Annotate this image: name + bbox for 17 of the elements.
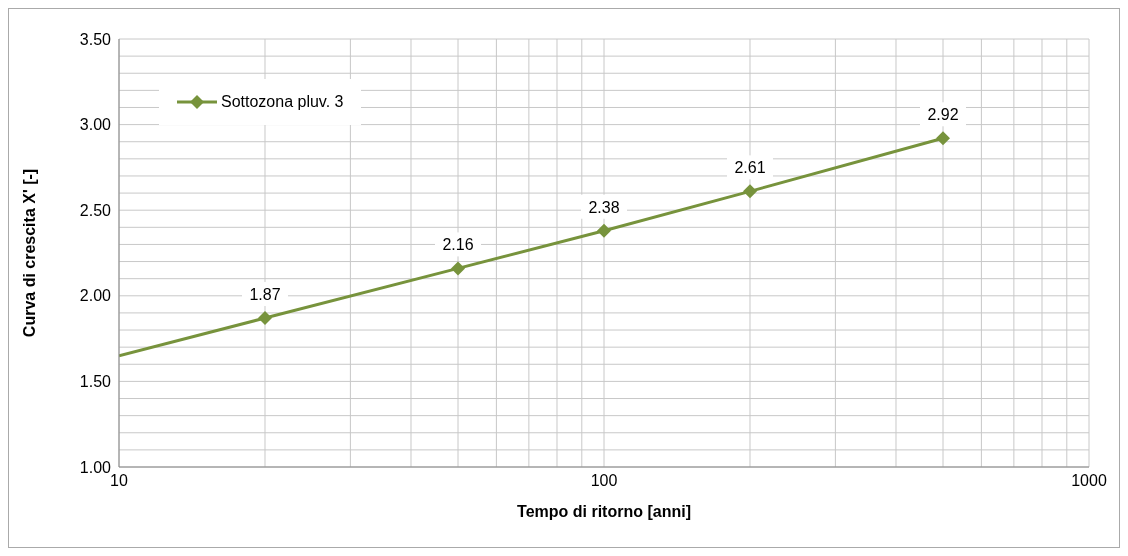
x-tick-label: 10 bbox=[110, 472, 128, 490]
y-tick-label: 3.00 bbox=[79, 116, 112, 134]
y-axis-title: Curva di crescita X' [-] bbox=[20, 168, 38, 338]
y-tick-label: 1.50 bbox=[79, 373, 112, 391]
data-label: 1.87 bbox=[249, 286, 281, 304]
y-tick-label: 1.00 bbox=[79, 458, 112, 476]
data-label: 2.61 bbox=[734, 159, 766, 177]
data-label: 2.92 bbox=[927, 106, 959, 124]
x-axis-title: Tempo di ritorno [anni] bbox=[517, 503, 691, 520]
data-label: 2.38 bbox=[588, 198, 620, 216]
x-tick-label: 100 bbox=[590, 472, 618, 490]
legend-label: Sottozona pluv. 3 bbox=[221, 93, 344, 111]
y-tick-label: 3.50 bbox=[79, 30, 112, 48]
data-label: 2.16 bbox=[442, 236, 474, 254]
y-tick-label: 2.00 bbox=[79, 287, 112, 305]
x-tick-label: 1000 bbox=[1071, 472, 1107, 490]
y-tick-label: 2.50 bbox=[79, 201, 112, 219]
